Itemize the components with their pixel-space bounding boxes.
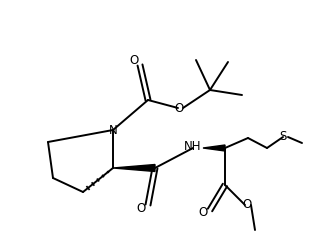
- Text: O: O: [129, 55, 138, 67]
- Text: O: O: [136, 201, 146, 215]
- Text: O: O: [174, 102, 184, 114]
- Text: O: O: [198, 206, 208, 219]
- Text: O: O: [242, 199, 252, 212]
- Text: S: S: [279, 129, 287, 142]
- Text: NH: NH: [184, 140, 202, 154]
- Polygon shape: [113, 165, 155, 171]
- Text: N: N: [109, 123, 117, 137]
- Polygon shape: [203, 145, 225, 151]
